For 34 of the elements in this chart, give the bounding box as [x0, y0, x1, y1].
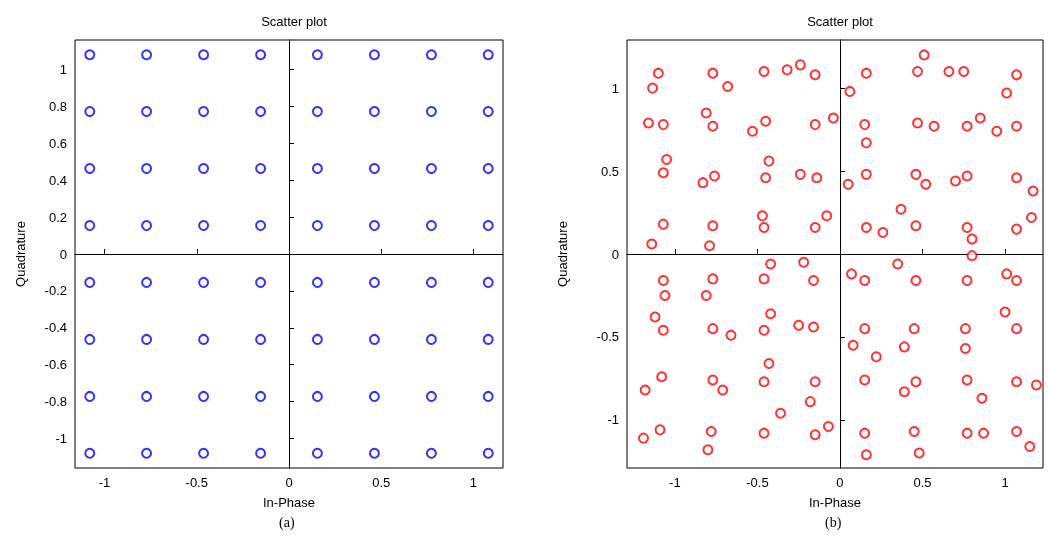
- x-tick-label: 1: [1001, 475, 1009, 490]
- x-tick-label: 0.5: [913, 475, 932, 490]
- y-tick-label: 0: [611, 246, 619, 262]
- y-axis-title: Quadrature: [555, 221, 570, 287]
- y-tick-label: -0.4: [44, 320, 67, 336]
- y-tick-label: -0.8: [44, 394, 67, 410]
- x-tick-label: 1: [469, 475, 478, 490]
- y-tick-label: 0.2: [48, 209, 67, 225]
- y-tick-label: -0.5: [596, 329, 619, 345]
- y-tick-label: -1: [607, 412, 619, 428]
- x-tick-label: -0.5: [746, 475, 769, 490]
- y-tick-label: -1: [55, 430, 67, 446]
- x-tick-label: 0: [285, 475, 293, 490]
- x-tick-label: -1: [98, 475, 111, 490]
- x-tick-label: -1: [669, 475, 681, 490]
- y-tick-label: 0: [59, 246, 67, 262]
- y-tick-label: 0.5: [600, 163, 619, 179]
- chart-title: Scatter plot: [807, 14, 874, 29]
- x-axis-title: In-Phase: [808, 495, 862, 510]
- y-tick-label: 1: [59, 62, 67, 78]
- x-tick-label: -0.5: [185, 475, 208, 490]
- x-axis-title: In-Phase: [262, 495, 316, 510]
- text: (a): [279, 514, 295, 531]
- y-tick-label: 0.8: [48, 98, 67, 114]
- x-tick-label: 0.5: [372, 475, 391, 490]
- y-axis-title: Quadrature: [13, 221, 28, 287]
- y-tick-label: 0.4: [48, 172, 67, 188]
- y-tick-label: 0.6: [48, 135, 67, 151]
- y-tick-label: -0.6: [44, 357, 67, 373]
- y-tick-label: -0.2: [44, 283, 67, 299]
- text: (b): [825, 514, 842, 531]
- x-tick-label: 0: [836, 475, 844, 490]
- y-tick-label: 1: [611, 80, 619, 96]
- chart-title: Scatter plot: [261, 14, 328, 29]
